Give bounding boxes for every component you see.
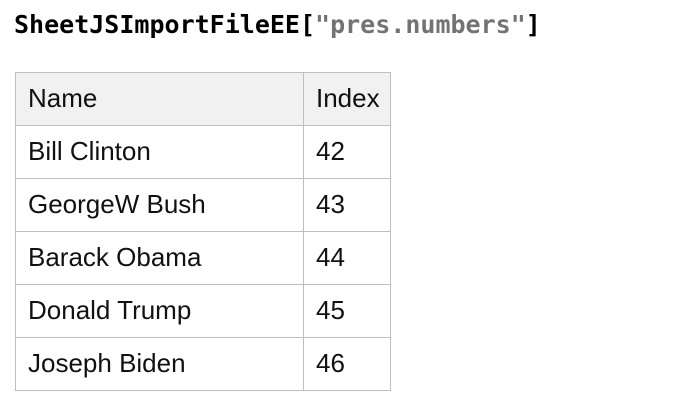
cell-name: Joseph Biden [15,337,304,391]
column-header-index: Index [303,72,391,126]
title-bracket-suffix: ] [525,10,541,39]
cell-index: 45 [303,284,391,338]
title-sheet-prefix: SheetJSImportFileEE[ [14,10,316,39]
title-filename-string: "pres.numbers" [315,10,526,39]
cell-index: 44 [303,231,391,285]
table-row: Joseph Biden 46 [15,337,391,391]
column-header-name: Name [15,72,304,126]
table-row: Barack Obama 44 [15,231,391,285]
cell-index: 43 [303,178,391,232]
cell-name: Bill Clinton [15,125,304,179]
table-header-row: Name Index [15,72,391,126]
cell-name: Barack Obama [15,231,304,285]
cell-name: Donald Trump [15,284,304,338]
presidents-table: Name Index Bill Clinton 42 GeorgeW Bush … [15,72,391,391]
cell-name: GeorgeW Bush [15,178,304,232]
page-title: SheetJSImportFileEE["pres.numbers"] [14,9,541,41]
cell-index: 42 [303,125,391,179]
table-row: GeorgeW Bush 43 [15,178,391,232]
table-row: Bill Clinton 42 [15,125,391,179]
table-row: Donald Trump 45 [15,284,391,338]
cell-index: 46 [303,337,391,391]
